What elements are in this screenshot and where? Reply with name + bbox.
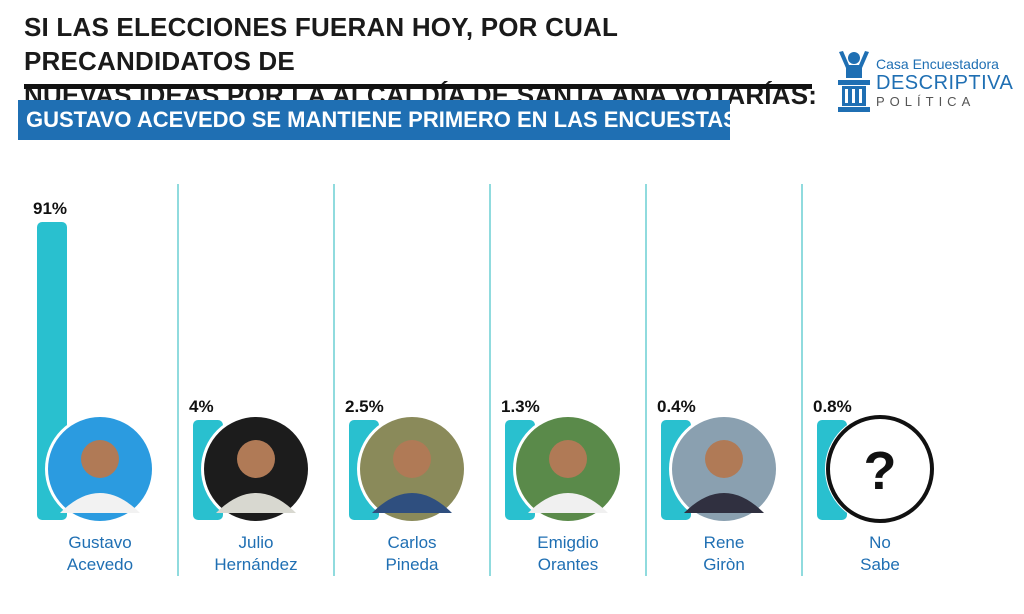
category-label: Hernández — [214, 555, 297, 574]
subtitle-banner: GUSTAVO ACEVEDO SE MANTIENE PRIMERO EN L… — [18, 100, 738, 140]
category-label: Acevedo — [67, 555, 133, 574]
category-label: Giròn — [703, 555, 745, 574]
avatar-torso — [216, 493, 296, 513]
question-mark-icon: ? — [864, 441, 897, 501]
logo-line-1: Casa Encuestadora — [876, 56, 999, 72]
avatar-face — [705, 440, 743, 478]
data-label: 1.3% — [501, 397, 540, 416]
category-label: Rene — [704, 533, 745, 552]
pollster-logo: Casa Encuestadora DESCRIPTIVA POLÍTICA — [836, 48, 1016, 118]
data-label: 0.8% — [813, 397, 852, 416]
avatar-torso — [60, 493, 140, 513]
logo-line-3: POLÍTICA — [876, 94, 976, 109]
title-line-1: SI LAS ELECCIONES FUERAN HOY, POR CUAL P… — [24, 12, 618, 76]
category-label: Sabe — [860, 555, 900, 574]
logo-line-2: DESCRIPTIVA — [876, 72, 1014, 94]
avatar-torso — [372, 493, 452, 513]
data-label: 91% — [33, 199, 67, 218]
data-label: 4% — [189, 397, 214, 416]
category-label: Julio — [239, 533, 274, 552]
avatar-face — [393, 440, 431, 478]
podium-person-icon — [838, 51, 870, 112]
category-label: Carlos — [387, 533, 436, 552]
avatar-face — [237, 440, 275, 478]
avatar-torso — [684, 493, 764, 513]
avatar-torso — [528, 493, 608, 513]
category-label: Orantes — [538, 555, 598, 574]
title-underline — [24, 84, 812, 89]
data-label: 2.5% — [345, 397, 384, 416]
category-label: No — [869, 533, 891, 552]
category-label: Pineda — [386, 555, 439, 574]
avatar-face — [81, 440, 119, 478]
unknown-avatar — [826, 415, 934, 523]
data-label: 0.4% — [657, 397, 696, 416]
category-label: Gustavo — [68, 533, 131, 552]
category-label: Emigdio — [537, 533, 598, 552]
avatar-face — [549, 440, 587, 478]
